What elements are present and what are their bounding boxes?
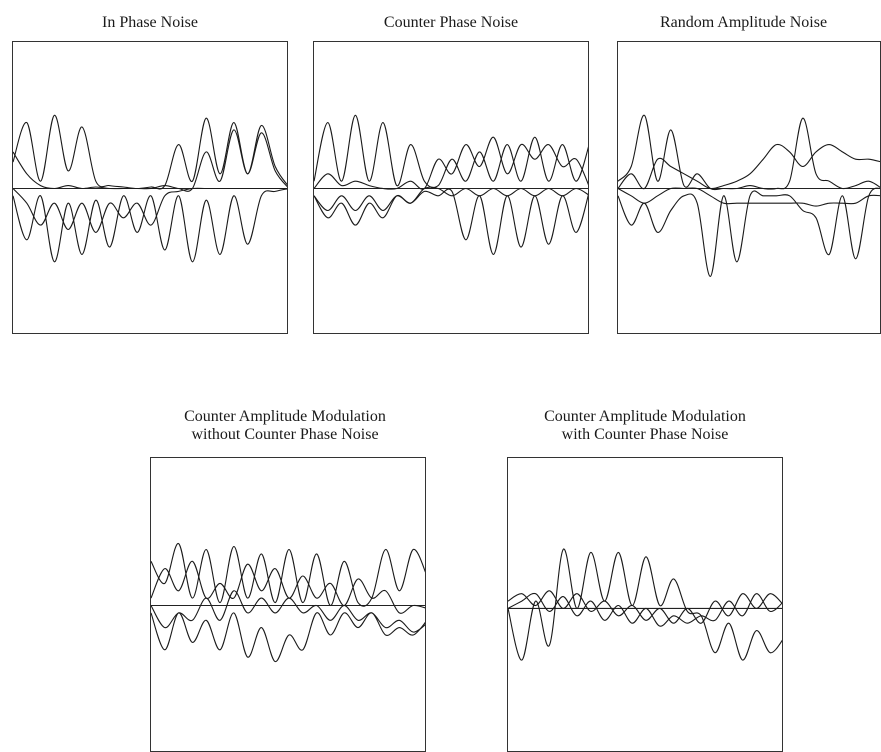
plot-svg-2 (314, 114, 588, 255)
plot-panel-5 (507, 457, 783, 752)
plot-panel-4 (150, 457, 426, 752)
signal-line-4 (13, 187, 287, 233)
signal-line-3 (508, 592, 782, 627)
plot-svg-3 (618, 114, 880, 277)
panel-title-5-line-2: with Counter Phase Noise (561, 426, 729, 443)
plot-panel-2 (313, 41, 589, 334)
panel-title-3-line-1: Random Amplitude Noise (659, 14, 828, 31)
signal-line-3 (13, 188, 287, 263)
panel-title-1: In Phase Noise (12, 14, 288, 32)
panel-title-4: Counter Amplitude Modulation without Cou… (140, 408, 430, 444)
plot-svg-5 (508, 548, 782, 661)
signal-line-2 (618, 143, 880, 190)
signal-line-1 (314, 114, 588, 189)
panel-title-2: Counter Phase Noise (313, 14, 589, 32)
signal-line-4 (314, 186, 588, 226)
panel-title-5: Counter Amplitude Modulation with Counte… (500, 408, 790, 444)
panel-title-2-line-1: Counter Phase Noise (383, 14, 519, 31)
signal-line-1 (13, 114, 287, 190)
panel-title-1-line-1: In Phase Noise (102, 14, 198, 31)
panel-title-4-line-1: Counter Amplitude Modulation (184, 408, 386, 425)
panel-title-4-line-2: without Counter Phase Noise (191, 426, 379, 443)
signal-line-3 (314, 188, 588, 255)
signal-line-1 (618, 114, 880, 191)
panel-title-3: Random Amplitude Noise (606, 14, 881, 32)
panel-title-5-line-1: Counter Amplitude Modulation (544, 408, 746, 425)
signal-line-1 (508, 548, 782, 661)
signal-line-2 (508, 590, 782, 624)
plot-panel-3 (617, 41, 881, 334)
signal-line-2 (314, 136, 588, 190)
signal-line-3 (618, 187, 880, 277)
plot-svg-4 (151, 543, 425, 663)
signal-line-4 (618, 187, 880, 207)
signal-line-2 (13, 129, 287, 192)
signal-line-1 (151, 543, 425, 607)
plot-panel-1 (12, 41, 288, 334)
signal-line-3 (151, 612, 425, 663)
signal-line-4 (151, 590, 425, 633)
plot-svg-1 (13, 114, 287, 263)
